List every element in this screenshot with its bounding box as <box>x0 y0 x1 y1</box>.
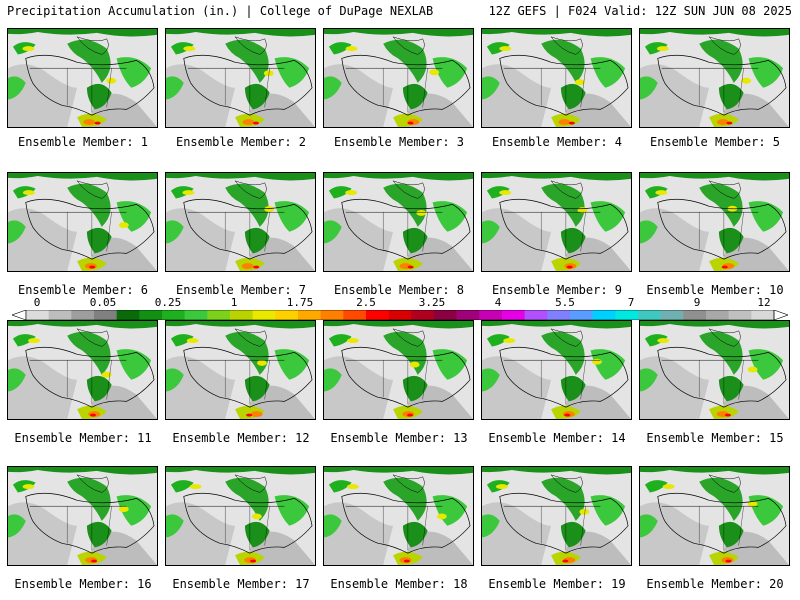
ensemble-map-panel <box>323 466 474 566</box>
ensemble-member-label: Ensemble Member: 3 <box>333 135 465 149</box>
ensemble-map-panel <box>323 28 474 128</box>
colorbar-swatch <box>683 310 707 320</box>
map-title: Precipitation Accumulation (in.) | Colle… <box>7 4 434 18</box>
ensemble-member-label: Ensemble Member: 2 <box>175 135 307 149</box>
ensemble-member-label: Ensemble Member: 1 <box>17 135 149 149</box>
colorbar-tick-label: 5.5 <box>555 296 575 309</box>
colorbar-swatch <box>71 310 95 320</box>
ensemble-map-panel <box>481 28 632 128</box>
colorbar-swatch <box>502 310 525 320</box>
colorbar-arrow-right <box>773 310 788 320</box>
colorbar-swatch <box>547 310 571 320</box>
colorbar-tick-label: 12 <box>757 296 771 309</box>
colorbar-swatch <box>524 310 548 320</box>
colorbar-legend <box>12 310 788 320</box>
ensemble-member-label: Ensemble Member: 5 <box>649 135 781 149</box>
colorbar-border <box>25 310 775 320</box>
ensemble-member-label: Ensemble Member: 16 <box>14 577 152 591</box>
ensemble-map-panel <box>165 172 316 272</box>
ensemble-member-label: Ensemble Member: 6 <box>17 283 149 297</box>
ensemble-member-label: Ensemble Member: 9 <box>491 283 623 297</box>
colorbar-swatch <box>366 310 389 320</box>
colorbar-tick-label: 9 <box>693 296 701 309</box>
colorbar-tick-label: 7 <box>627 296 635 309</box>
colorbar-swatch <box>252 310 276 320</box>
ensemble-map-panel <box>7 172 158 272</box>
colorbar-tick-label: 0 <box>33 296 41 309</box>
ensemble-map-panel <box>323 172 474 272</box>
ensemble-map-panel <box>481 172 632 272</box>
ensemble-member-label: Ensemble Member: 19 <box>488 577 626 591</box>
ensemble-member-label: Ensemble Member: 7 <box>175 283 307 297</box>
colorbar-swatch <box>26 310 49 320</box>
ensemble-member-label: Ensemble Member: 18 <box>330 577 468 591</box>
colorbar-tick-label: 3.25 <box>418 296 446 309</box>
ensemble-map-panel <box>7 320 158 420</box>
ensemble-member-label: Ensemble Member: 20 <box>646 577 784 591</box>
ensemble-map-panel <box>7 466 158 566</box>
colorbar-arrow-left <box>12 310 27 320</box>
colorbar-tick-label: 1 <box>230 296 238 309</box>
colorbar-swatch <box>139 310 163 320</box>
ensemble-map-panel <box>481 466 632 566</box>
colorbar-swatch <box>298 310 321 320</box>
colorbar-swatch <box>615 310 639 320</box>
ensemble-map-panel <box>165 320 316 420</box>
ensemble-member-label: Ensemble Member: 15 <box>646 431 784 445</box>
ensemble-map-panel <box>639 320 790 420</box>
ensemble-map-panel <box>323 320 474 420</box>
ensemble-map-panel <box>7 28 158 128</box>
colorbar-tick-label: 1.75 <box>286 296 314 309</box>
colorbar-swatch <box>320 310 344 320</box>
ensemble-member-label: Ensemble Member: 14 <box>488 431 626 445</box>
colorbar-swatch <box>116 310 140 320</box>
colorbar-swatch <box>94 310 117 320</box>
ensemble-map-panel <box>481 320 632 420</box>
ensemble-member-label: Ensemble Member: 4 <box>491 135 623 149</box>
colorbar-swatch <box>456 310 480 320</box>
colorbar-swatch <box>751 310 775 320</box>
colorbar-swatch <box>48 310 72 320</box>
colorbar-swatch <box>230 310 253 320</box>
colorbar-swatch <box>592 310 616 320</box>
ensemble-member-label: Ensemble Member: 13 <box>330 431 468 445</box>
colorbar-swatch <box>184 310 208 320</box>
colorbar-swatch <box>275 310 299 320</box>
colorbar-swatch <box>660 310 684 320</box>
ensemble-member-label: Ensemble Member: 17 <box>172 577 310 591</box>
colorbar-swatch <box>479 310 503 320</box>
colorbar-swatch <box>728 310 752 320</box>
colorbar-swatch <box>411 310 435 320</box>
colorbar-swatch <box>638 310 661 320</box>
model-run-info: 12Z GEFS | F024 Valid: 12Z SUN JUN 08 20… <box>488 4 792 18</box>
ensemble-map-panel <box>165 466 316 566</box>
colorbar-swatch <box>343 310 367 320</box>
ensemble-map-panel <box>165 28 316 128</box>
ensemble-member-label: Ensemble Member: 10 <box>646 283 784 297</box>
colorbar-tick-label: 0.05 <box>89 296 117 309</box>
colorbar-tick-label: 2.5 <box>356 296 376 309</box>
colorbar-swatch <box>207 310 231 320</box>
ensemble-member-label: Ensemble Member: 11 <box>14 431 152 445</box>
colorbar-swatch <box>706 310 729 320</box>
colorbar-swatch <box>434 310 457 320</box>
ensemble-member-label: Ensemble Member: 8 <box>333 283 465 297</box>
colorbar-swatch <box>388 310 412 320</box>
colorbar-tick-label: 4 <box>494 296 502 309</box>
ensemble-map-panel <box>639 28 790 128</box>
ensemble-map-panel <box>639 172 790 272</box>
ensemble-member-label: Ensemble Member: 12 <box>172 431 310 445</box>
colorbar-swatch <box>570 310 593 320</box>
colorbar-tick-label: 0.25 <box>154 296 182 309</box>
ensemble-map-panel <box>639 466 790 566</box>
colorbar-swatch <box>162 310 185 320</box>
